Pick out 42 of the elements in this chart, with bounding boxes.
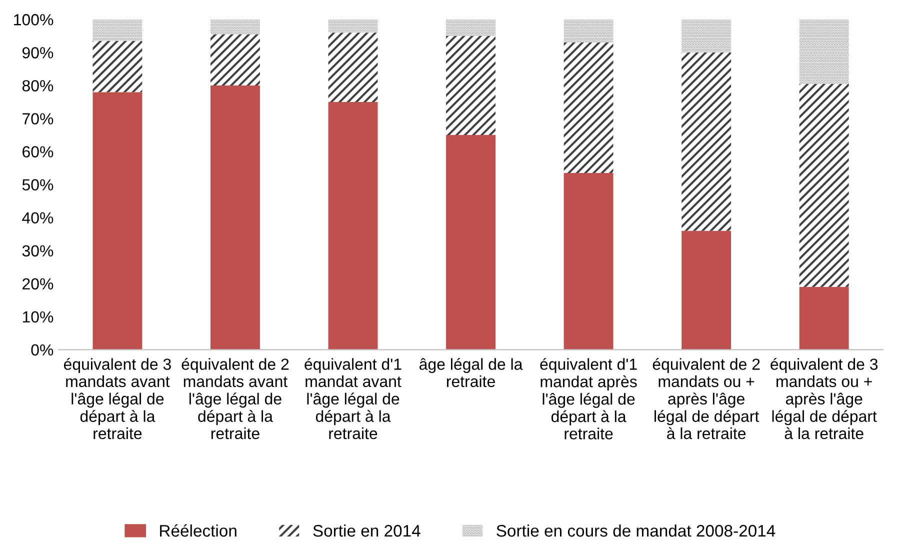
x-tick-label: équivalent d'1 mandat avant l'âge légal de départ à la retraite <box>304 358 402 440</box>
legend-label: Sortie en 2014 <box>313 524 420 537</box>
y-tick-label: 80% <box>22 80 54 92</box>
y-tick-label: 0% <box>31 344 54 356</box>
bar <box>799 286 849 350</box>
x-tick-label: équivalent de 3 mandats avant l'âge légal de départ à la retraite <box>64 358 171 440</box>
x-tick-label: équivalent de 2 mandats ou + après l'âge légal de départ à la retraite <box>652 358 760 440</box>
bar <box>210 19 260 34</box>
x-tick-label: équivalent de 2 mandats avant l'âge légal de départ à la retraite <box>182 358 289 440</box>
x-tick-label: équivalent d'1 mandat après l'âge légal de départ à la retraite <box>540 358 637 440</box>
y-tick-label: 50% <box>22 179 54 190</box>
bar <box>92 92 142 350</box>
bar <box>210 85 260 350</box>
bar <box>446 19 496 36</box>
y-tick-label: 40% <box>22 212 54 224</box>
bar <box>328 102 378 350</box>
y-tick-label: 30% <box>22 245 54 257</box>
bar <box>446 135 496 350</box>
x-tick-label: équivalent de 3 mandats ou + après l'âge légal de départ à la retraite <box>770 358 878 440</box>
y-tick-label: 70% <box>22 113 54 124</box>
bar <box>682 52 732 231</box>
y-tick-label: 100% <box>14 14 54 26</box>
bar <box>328 32 378 102</box>
bar <box>210 34 260 86</box>
bar <box>682 19 732 52</box>
x-tick-label: âge légal de la retraite <box>420 358 523 388</box>
bar <box>564 19 614 43</box>
bar <box>564 172 614 350</box>
legend-label: Réélection <box>160 524 236 537</box>
bar <box>92 19 142 41</box>
bar <box>92 40 142 92</box>
bar <box>446 36 496 136</box>
legend-label: Sortie en cours de mandat 2008-2014 <box>496 524 776 537</box>
y-tick-label: 90% <box>22 47 54 58</box>
bar <box>799 19 849 84</box>
bar <box>799 84 849 287</box>
bar <box>564 42 614 173</box>
y-tick-label: 10% <box>22 311 54 323</box>
y-tick-label: 60% <box>22 146 54 158</box>
y-tick-label: 20% <box>22 278 54 290</box>
bar <box>682 230 732 350</box>
bar <box>328 19 378 33</box>
